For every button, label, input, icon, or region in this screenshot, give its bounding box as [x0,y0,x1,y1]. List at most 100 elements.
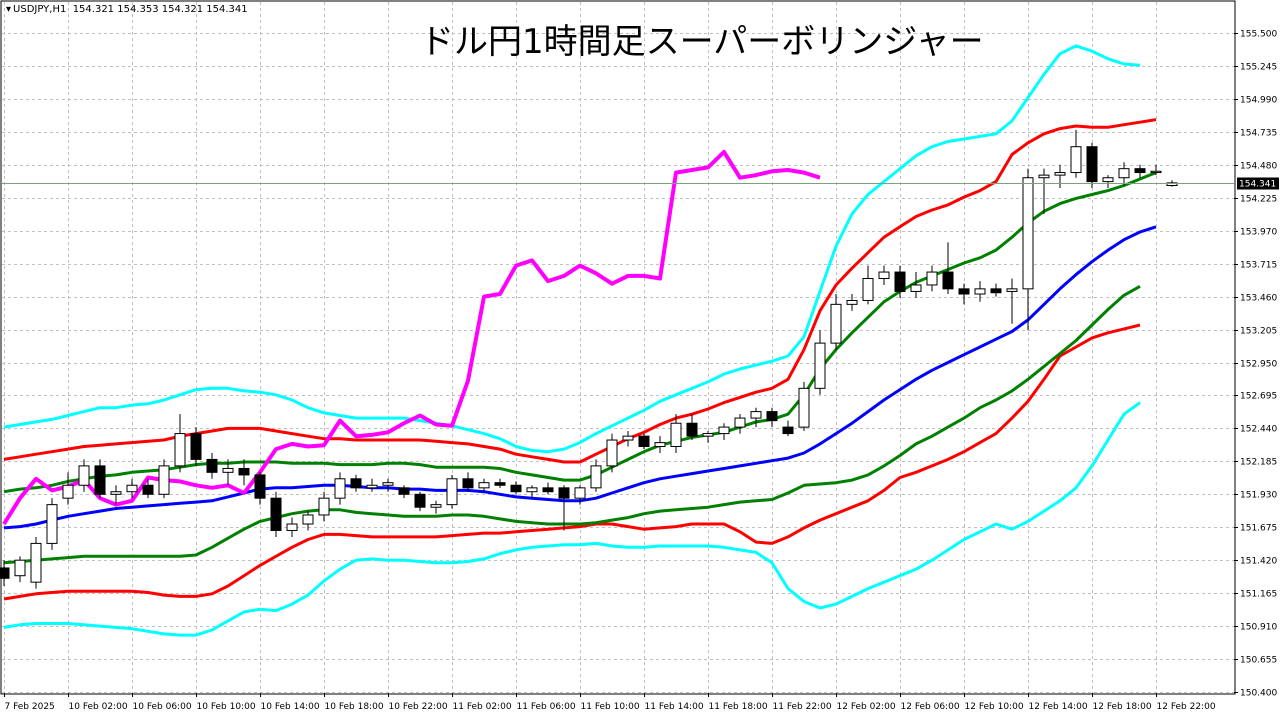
x-tick-label: 11 Feb 14:00 [645,702,704,712]
candle-body [510,484,522,493]
candle [990,283,1002,297]
candle [110,485,122,505]
candle [846,294,858,311]
x-tick-label: 12 Feb 22:00 [1157,702,1216,712]
candle-body [1086,146,1098,183]
candle-body [654,442,666,447]
candle-body [158,465,170,495]
y-tick-label: 155.245 [1240,63,1277,73]
candle-body [990,288,1002,294]
band-lower-3sigma [3,401,1141,637]
y-tick-label: 151.930 [1240,491,1277,501]
candle [206,452,218,479]
candle [862,265,874,305]
candlesticks [0,129,1178,589]
candle-body [958,288,970,295]
y-tick-label: 150.400 [1240,689,1277,699]
candle-body [414,493,426,508]
x-tick-label: 11 Feb 22:00 [773,702,832,712]
candle-body [494,482,506,486]
candle-body [766,411,778,422]
candle-body [1070,146,1082,174]
candle-body [558,487,570,499]
candle-body [702,433,714,437]
x-tick-label: 10 Feb 22:00 [389,702,448,712]
candle [1070,129,1082,178]
candle [366,478,378,492]
candle-body [94,465,106,495]
candle-body [526,487,538,493]
candle-body [462,478,474,489]
y-tick-label: 154.990 [1240,96,1277,106]
x-tick-label: 12 Feb 06:00 [901,702,960,712]
candle-body [238,467,250,476]
candle-body [590,465,602,489]
y-tick-label: 152.185 [1240,458,1277,468]
x-tick-label: 11 Feb 10:00 [581,702,640,712]
candle-body [142,484,154,495]
x-tick-label: 10 Feb 02:00 [69,702,128,712]
y-tick-label: 153.460 [1240,294,1277,304]
chart-title: ドル円1時間足スーパーボリンジャー [420,22,984,62]
current-price-label: 154.341 [1239,180,1276,190]
y-tick-label: 151.675 [1240,524,1277,534]
x-tick-label: 12 Feb 10:00 [965,702,1024,712]
candle-body [1054,172,1066,176]
y-tick-label: 150.655 [1240,656,1277,666]
candle [510,481,522,495]
candle-body [1006,288,1018,292]
y-tick-label: 150.910 [1240,623,1277,633]
candle [94,459,106,499]
candle-body [14,559,26,577]
candle [126,478,138,499]
candle [430,500,442,514]
candle [286,517,298,537]
candle [190,427,202,466]
candle-body [478,482,490,489]
candle [46,498,58,550]
candle-body [1166,182,1178,186]
y-tick-label: 152.950 [1240,360,1277,370]
y-tick-label: 154.735 [1240,129,1277,139]
candle [62,472,74,505]
candle [766,407,778,428]
candle [462,472,474,492]
y-tick-label: 153.205 [1240,327,1277,337]
band-lower-1sigma [3,284,1141,565]
candle-body [830,303,842,344]
candle-body [670,422,682,447]
y-tick-label: 153.970 [1240,228,1277,238]
candle-body [798,387,810,428]
candle [222,459,234,486]
candle-body [174,433,186,467]
current-price-tag: 154.341 [1237,177,1279,190]
y-tick-label: 154.480 [1240,162,1277,172]
candle-body [1038,174,1050,179]
candle [558,485,570,531]
candle-body [782,426,794,435]
candle [350,474,362,492]
candle [686,414,698,441]
candle [798,381,810,431]
candle-body [334,478,346,499]
x-tick-label: 12 Feb 02:00 [837,702,896,712]
candle-body [446,478,458,506]
candle [654,436,666,453]
y-tick-label: 151.420 [1240,557,1277,567]
candle-body [1150,170,1162,174]
candle [30,536,42,589]
candle [574,485,586,505]
candle-body [286,523,298,531]
x-tick-label: 10 Feb 06:00 [133,702,192,712]
candle [926,265,938,292]
candle [238,459,250,486]
y-tick-label: 155.500 [1240,30,1277,40]
candle [174,414,186,473]
chart-menu-arrow-icon[interactable]: ▾ [6,4,12,15]
candle [1102,175,1114,189]
x-tick-label: 11 Feb 02:00 [453,702,512,712]
candle [0,560,10,587]
candle [1150,164,1162,176]
